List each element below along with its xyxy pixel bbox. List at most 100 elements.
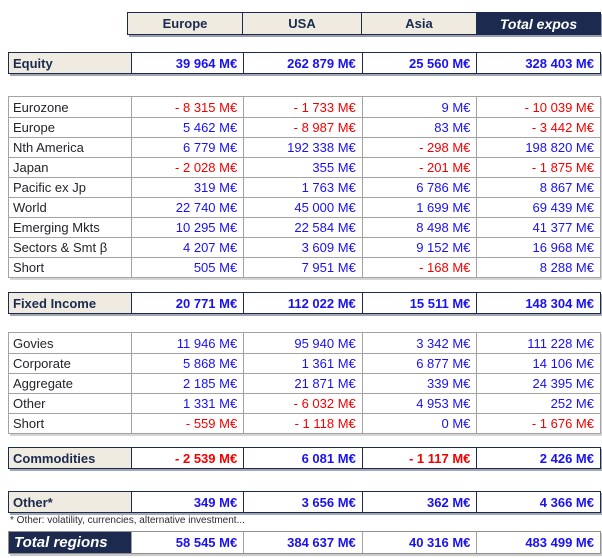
fixed-income-detail-table: Govies 11 946 M€ 95 940 M€ 3 342 M€ 111 228 … bbox=[8, 332, 601, 434]
value-cell: 10 295 M€ bbox=[130, 218, 244, 237]
table-row: Emerging Mkts 10 295 M€ 22 584 M€ 8 498 M€ 4… bbox=[9, 217, 600, 237]
value-cell: 14 106 M€ bbox=[476, 354, 600, 373]
row-label: Pacific ex Jp bbox=[9, 178, 131, 197]
equity-section-row: Equity 39 964 M€ 262 879 M€ 25 560 M€ 32… bbox=[8, 52, 601, 74]
value-cell: 2 185 M€ bbox=[130, 374, 244, 393]
fixed-income-section-label: Fixed Income bbox=[9, 293, 131, 313]
column-header-usa: USA bbox=[242, 13, 361, 34]
table-row: Nth America 6 779 M€ 192 338 M€ - 298 M€ 198… bbox=[9, 137, 600, 157]
value-cell: 192 338 M€ bbox=[243, 138, 362, 157]
value-cell: 6 786 M€ bbox=[361, 178, 477, 197]
other-usa-value: 3 656 M€ bbox=[243, 492, 362, 512]
other-asia-value: 362 M€ bbox=[361, 492, 477, 512]
row-label: Nth America bbox=[9, 138, 131, 157]
other-total-value: 4 366 M€ bbox=[476, 492, 600, 512]
equity-europe-value: 39 964 M€ bbox=[130, 53, 244, 73]
row-label: Sectors & Smt β bbox=[9, 238, 131, 257]
equity-detail-table: Eurozone - 8 315 M€ - 1 733 M€ 9 M€ - 10 039… bbox=[8, 96, 601, 278]
value-cell: 1 331 M€ bbox=[130, 394, 244, 413]
commodities-europe-value: - 2 539 M€ bbox=[130, 448, 244, 468]
value-cell: 1 699 M€ bbox=[361, 198, 477, 217]
value-cell: 11 946 M€ bbox=[130, 333, 244, 353]
value-cell: 3 342 M€ bbox=[361, 333, 477, 353]
row-label: Corporate bbox=[9, 354, 131, 373]
column-header-asia: Asia bbox=[361, 13, 476, 34]
row-label: Short bbox=[9, 258, 131, 277]
other-section-label: Other* bbox=[9, 492, 131, 512]
value-cell: 21 871 M€ bbox=[243, 374, 362, 393]
table-row: Aggregate 2 185 M€ 21 871 M€ 339 M€ 24 395 M… bbox=[9, 373, 600, 393]
value-cell: - 559 M€ bbox=[130, 414, 244, 433]
row-label: Japan bbox=[9, 158, 131, 177]
value-cell: 41 377 M€ bbox=[476, 218, 600, 237]
value-cell: 8 288 M€ bbox=[476, 258, 600, 277]
value-cell: - 8 987 M€ bbox=[243, 118, 362, 137]
value-cell: 505 M€ bbox=[130, 258, 244, 277]
value-cell: 6 779 M€ bbox=[130, 138, 244, 157]
value-cell: 22 740 M€ bbox=[130, 198, 244, 217]
total-regions-europe-value: 58 545 M€ bbox=[130, 532, 244, 553]
value-cell: 16 968 M€ bbox=[476, 238, 600, 257]
value-cell: - 3 442 M€ bbox=[476, 118, 600, 137]
value-cell: 7 951 M€ bbox=[243, 258, 362, 277]
commodities-usa-value: 6 081 M€ bbox=[243, 448, 362, 468]
value-cell: 8 498 M€ bbox=[361, 218, 477, 237]
value-cell: - 2 028 M€ bbox=[130, 158, 244, 177]
table-row: Govies 11 946 M€ 95 940 M€ 3 342 M€ 111 228 … bbox=[9, 333, 600, 353]
value-cell: - 1 733 M€ bbox=[243, 97, 362, 117]
row-label: Eurozone bbox=[9, 97, 131, 117]
fixed-income-section-row: Fixed Income 20 771 M€ 112 022 M€ 15 511… bbox=[8, 292, 601, 314]
table-row: World 22 740 M€ 45 000 M€ 1 699 M€ 69 439 M€ bbox=[9, 197, 600, 217]
value-cell: 198 820 M€ bbox=[476, 138, 600, 157]
commodities-total-value: 2 426 M€ bbox=[476, 448, 600, 468]
column-header-total-expos: Total expos bbox=[476, 13, 600, 34]
fixed-income-total-value: 148 304 M€ bbox=[476, 293, 600, 313]
value-cell: 111 228 M€ bbox=[476, 333, 600, 353]
equity-section-label: Equity bbox=[9, 53, 131, 73]
value-cell: 9 152 M€ bbox=[361, 238, 477, 257]
value-cell: 355 M€ bbox=[243, 158, 362, 177]
table-row: Japan - 2 028 M€ 355 M€ - 201 M€ - 1 875 M€ bbox=[9, 157, 600, 177]
value-cell: 5 462 M€ bbox=[130, 118, 244, 137]
column-header-europe: Europe bbox=[128, 13, 242, 34]
value-cell: 8 867 M€ bbox=[476, 178, 600, 197]
value-cell: 83 M€ bbox=[361, 118, 477, 137]
row-label: Govies bbox=[9, 333, 131, 353]
value-cell: - 1 118 M€ bbox=[243, 414, 362, 433]
row-label: Europe bbox=[9, 118, 131, 137]
equity-usa-value: 262 879 M€ bbox=[243, 53, 362, 73]
other-section-row: Other* 349 M€ 3 656 M€ 362 M€ 4 366 M€ bbox=[8, 491, 601, 513]
value-cell: - 8 315 M€ bbox=[130, 97, 244, 117]
total-regions-total-value: 483 499 M€ bbox=[476, 532, 600, 553]
commodities-asia-value: - 1 117 M€ bbox=[361, 448, 477, 468]
value-cell: 45 000 M€ bbox=[243, 198, 362, 217]
fixed-income-asia-value: 15 511 M€ bbox=[361, 293, 477, 313]
value-cell: 1 361 M€ bbox=[243, 354, 362, 373]
value-cell: 339 M€ bbox=[361, 374, 477, 393]
total-regions-asia-value: 40 316 M€ bbox=[361, 532, 477, 553]
row-label: Emerging Mkts bbox=[9, 218, 131, 237]
table-row: Pacific ex Jp 319 M€ 1 763 M€ 6 786 M€ 8 867… bbox=[9, 177, 600, 197]
value-cell: 22 584 M€ bbox=[243, 218, 362, 237]
total-regions-label: Total regions bbox=[9, 532, 131, 553]
value-cell: - 6 032 M€ bbox=[243, 394, 362, 413]
value-cell: 69 439 M€ bbox=[476, 198, 600, 217]
value-cell: - 1 875 M€ bbox=[476, 158, 600, 177]
equity-total-value: 328 403 M€ bbox=[476, 53, 600, 73]
equity-asia-value: 25 560 M€ bbox=[361, 53, 477, 73]
value-cell: - 298 M€ bbox=[361, 138, 477, 157]
value-cell: 3 609 M€ bbox=[243, 238, 362, 257]
value-cell: - 168 M€ bbox=[361, 258, 477, 277]
column-header-row: Europe USA Asia Total expos bbox=[127, 12, 601, 35]
footnote: * Other: volatility, currencies, alterna… bbox=[10, 515, 245, 526]
value-cell: - 201 M€ bbox=[361, 158, 477, 177]
row-label: Other bbox=[9, 394, 131, 413]
value-cell: 1 763 M€ bbox=[243, 178, 362, 197]
table-row: Short 505 M€ 7 951 M€ - 168 M€ 8 288 M€ bbox=[9, 257, 600, 277]
table-row: Eurozone - 8 315 M€ - 1 733 M€ 9 M€ - 10 039… bbox=[9, 97, 600, 117]
total-regions-usa-value: 384 637 M€ bbox=[243, 532, 362, 553]
commodities-section-row: Commodities - 2 539 M€ 6 081 M€ - 1 117 … bbox=[8, 447, 601, 469]
total-regions-row: Total regions 58 545 M€ 384 637 M€ 40 31… bbox=[8, 531, 601, 554]
